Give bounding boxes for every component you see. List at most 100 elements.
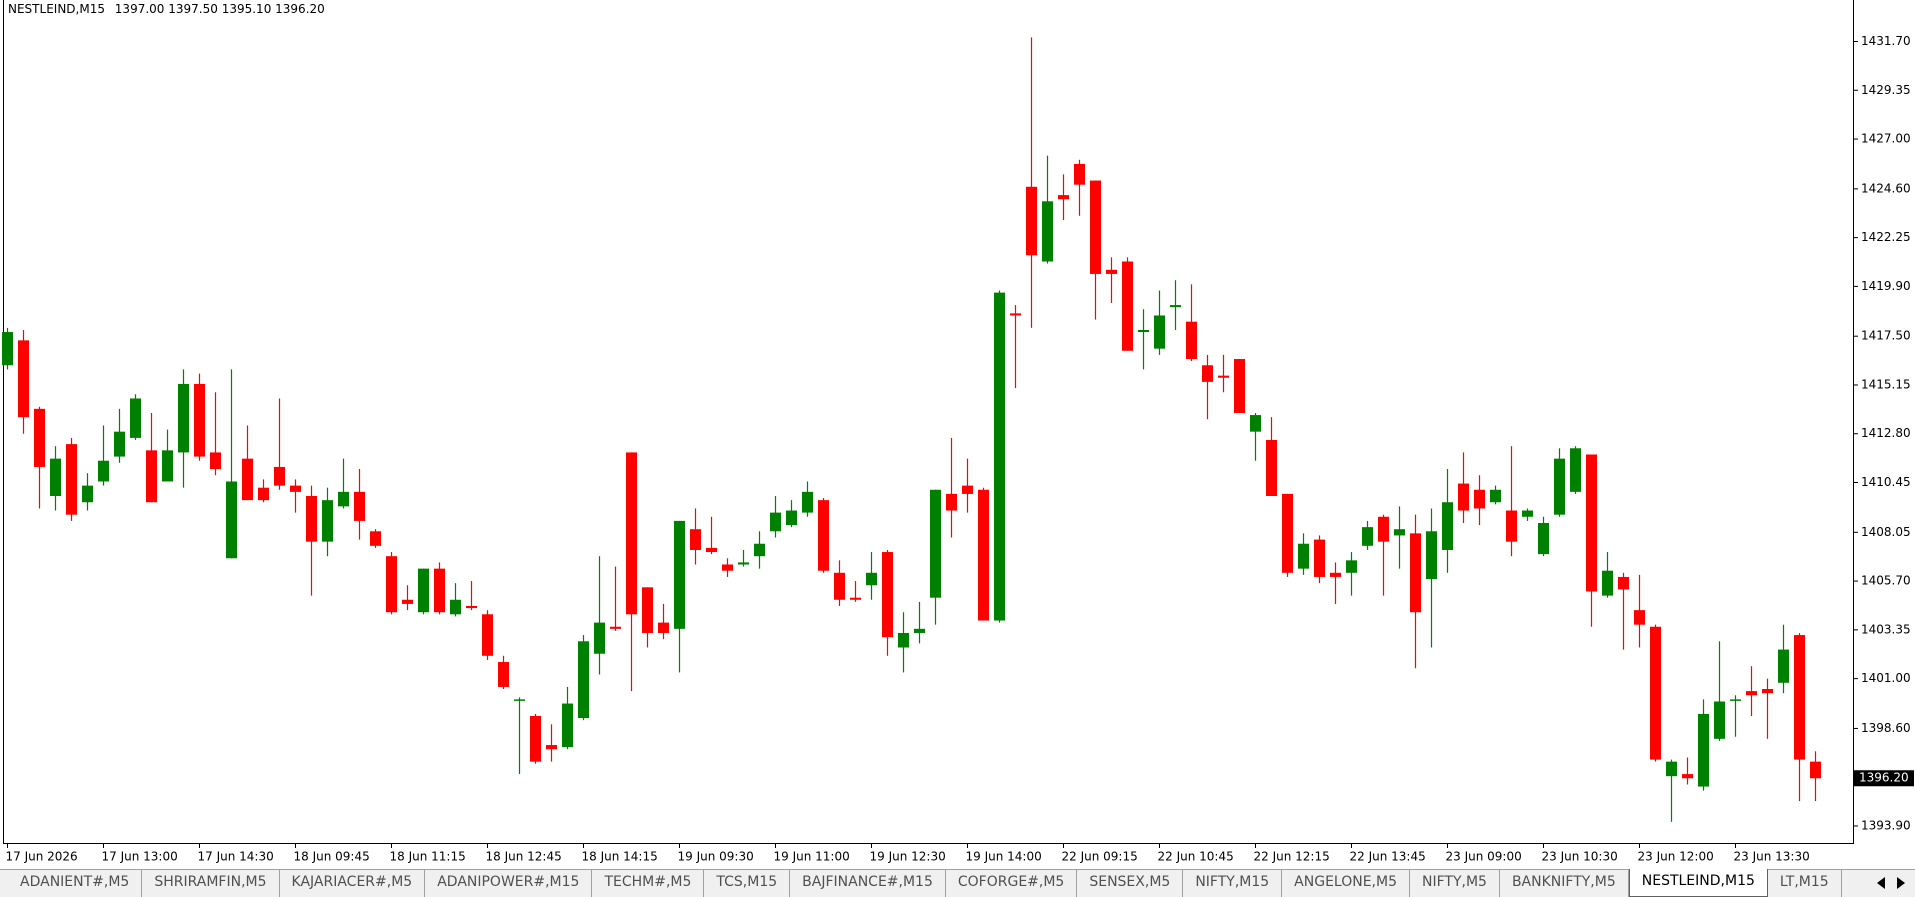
- candle-body: [1010, 313, 1021, 316]
- candle-body: [290, 485, 301, 492]
- tab[interactable]: NIFTY,M15: [1183, 870, 1283, 897]
- candle-body: [434, 568, 445, 613]
- tab[interactable]: TCS,M15: [704, 870, 791, 897]
- candle-body: [1474, 489, 1485, 509]
- candle-body: [642, 587, 653, 633]
- candle-body: [546, 745, 557, 750]
- tab[interactable]: ADANIPOWER#,M15: [425, 870, 593, 897]
- candle-body: [1810, 761, 1821, 779]
- y-tick-label: 1422.25: [1861, 230, 1911, 244]
- tab[interactable]: NIFTY,M5: [1410, 870, 1500, 897]
- x-tick-label: 22 Jun 12:15: [1254, 850, 1330, 864]
- scroll-left[interactable]: [1877, 877, 1885, 889]
- y-tick-label: 1431.70: [1861, 34, 1911, 48]
- candle-body: [1410, 533, 1421, 613]
- tab[interactable]: COFORGE#,M5: [946, 870, 1078, 897]
- y-tick-label: 1405.70: [1861, 574, 1911, 588]
- candle-body: [1058, 195, 1069, 200]
- tab[interactable]: LT,M15: [1768, 870, 1842, 897]
- candle-body: [274, 466, 285, 486]
- tab[interactable]: SHRIRAMFIN,M5: [142, 870, 280, 897]
- candle-body: [738, 562, 749, 565]
- quote-high: 1397.50: [168, 2, 218, 16]
- candle-body: [978, 489, 989, 621]
- y-tick-label: 1408.05: [1861, 525, 1911, 539]
- candle-body: [50, 458, 61, 497]
- tab-scroll[interactable]: [1875, 874, 1909, 892]
- candle-body: [1634, 610, 1645, 625]
- x-tick-label: 23 Jun 10:30: [1542, 850, 1618, 864]
- candle-body: [402, 599, 413, 604]
- candle-body: [1314, 539, 1325, 577]
- candle-body: [962, 485, 973, 494]
- x-tick-label: 22 Jun 10:45: [1158, 850, 1234, 864]
- candle-body: [242, 458, 253, 501]
- candle-body: [178, 383, 189, 453]
- tab[interactable]: TECHM#,M5: [592, 870, 705, 897]
- quote-open: 1397.00: [115, 2, 165, 16]
- x-tick-label: 17 Jun 13:00: [102, 850, 178, 864]
- candle-body: [386, 556, 397, 613]
- candle-body: [1586, 454, 1597, 592]
- x-tick-label: 23 Jun 12:00: [1638, 850, 1714, 864]
- candle-body: [466, 605, 477, 609]
- candle-body: [658, 622, 669, 633]
- candle-body: [2, 332, 13, 366]
- candle-body: [786, 510, 797, 526]
- tab[interactable]: KAJARIACER#,M5: [280, 870, 426, 897]
- candle-body: [770, 512, 781, 532]
- candle-body: [418, 568, 429, 613]
- candle-body: [1570, 448, 1581, 492]
- candle-body: [1618, 576, 1629, 590]
- candle-body: [1442, 502, 1453, 550]
- candle-body: [722, 564, 733, 571]
- y-tick-label: 1417.50: [1861, 329, 1911, 343]
- candle-body: [1122, 261, 1133, 351]
- candle-body: [1282, 493, 1293, 573]
- candle-body: [98, 460, 109, 482]
- candle-body: [498, 662, 509, 687]
- candle-body: [1202, 365, 1213, 382]
- tab[interactable]: SENSEX,M5: [1077, 870, 1184, 897]
- candle-body: [1042, 201, 1053, 262]
- candle-body: [1778, 649, 1789, 683]
- tab[interactable]: ANGELONE,M5: [1282, 870, 1410, 897]
- candle-body: [530, 715, 541, 762]
- candle-body: [834, 572, 845, 600]
- candle-body: [1730, 699, 1741, 701]
- candle-body: [194, 383, 205, 457]
- y-tick-label: 1401.00: [1861, 671, 1911, 685]
- y-tick-label: 1415.15: [1861, 377, 1911, 391]
- candle-body: [338, 491, 349, 507]
- candle-body: [1698, 713, 1709, 787]
- candle-body: [1090, 180, 1101, 274]
- candle-body: [946, 493, 957, 511]
- symbol: NESTLEIND,M15: [8, 2, 105, 16]
- candle-body: [1074, 163, 1085, 185]
- tab[interactable]: BANKNIFTY,M5: [1500, 870, 1629, 897]
- candle-body: [1330, 572, 1341, 577]
- y-tick-label: 1403.35: [1861, 622, 1911, 636]
- candle-body: [1714, 701, 1725, 739]
- candle-body: [1762, 689, 1773, 694]
- tab[interactable]: BAJFINANCE#,M15: [790, 870, 946, 897]
- y-tick-label: 1429.35: [1861, 83, 1911, 97]
- x-tick-label: 22 Jun 13:45: [1350, 850, 1426, 864]
- quote-close: 1396.20: [275, 2, 325, 16]
- scroll-right[interactable]: [1897, 877, 1905, 889]
- candle-body: [674, 520, 685, 629]
- candle-body: [1234, 359, 1245, 413]
- tab[interactable]: ADANIENT#,M5: [8, 870, 143, 897]
- tab[interactable]: NESTLEIND,M15: [1628, 869, 1768, 897]
- tab-bar: ADANIENT#,M5 SHRIRAMFIN,M5 KAJARIACER#,M5 A…: [0, 869, 1915, 897]
- candle-body: [1026, 186, 1037, 256]
- candle-body: [82, 485, 93, 503]
- candle-body: [1186, 321, 1197, 360]
- candle-body: [882, 552, 893, 638]
- candle-body: [802, 491, 813, 513]
- candle-body: [626, 452, 637, 615]
- candle-body: [1154, 315, 1165, 349]
- candle-body: [1490, 489, 1501, 503]
- x-tick-label: 17 Jun 2026: [6, 850, 78, 864]
